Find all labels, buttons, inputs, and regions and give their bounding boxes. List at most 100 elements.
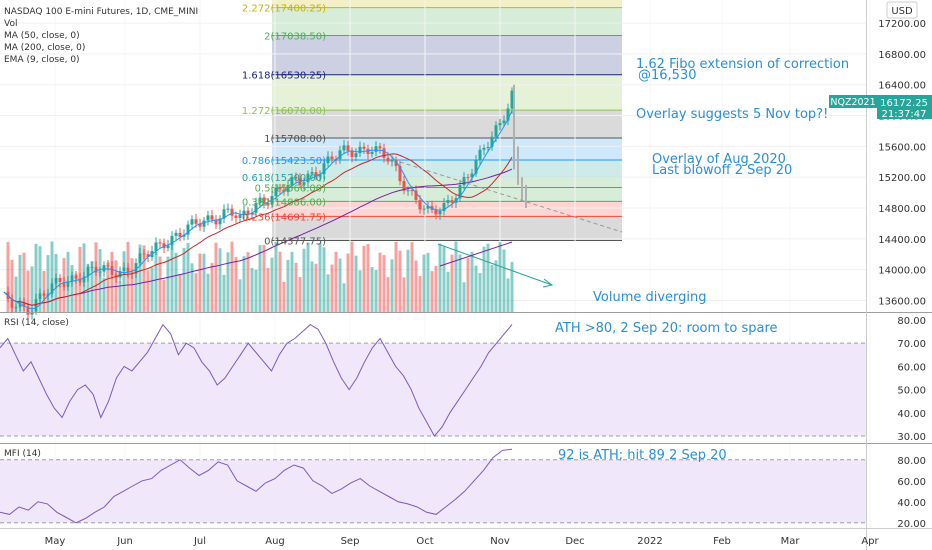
volume-bar — [490, 264, 494, 312]
fib-zones — [272, 0, 622, 242]
candle-body — [330, 156, 334, 160]
currency-button[interactable] — [886, 1, 918, 19]
candle-body — [274, 187, 278, 197]
volume-bar — [310, 261, 314, 312]
candle-body — [434, 209, 438, 215]
candle-body — [294, 176, 298, 179]
candle-body — [162, 243, 166, 249]
candle-body — [66, 281, 70, 287]
price-tick-label: 16800.00 — [878, 50, 926, 61]
last-price-badge[interactable] — [877, 95, 932, 119]
volume-bar — [118, 281, 122, 312]
mfi-levels — [0, 459, 866, 524]
symbol-title[interactable]: NASDAQ 100 E-mini Futures, 1D, CME_MINI — [4, 7, 198, 17]
candle-body — [506, 108, 510, 121]
dashed-trendline — [399, 161, 623, 233]
volume-bar — [138, 244, 142, 312]
candle-body — [134, 263, 138, 274]
mfi-line — [0, 448, 513, 524]
price-tick-label: 13600.00 — [878, 296, 926, 307]
annotation-fibo-value[interactable]: @16,530 — [638, 68, 697, 83]
volume-bar — [406, 249, 410, 312]
volume-bar — [370, 267, 374, 312]
volume-bar — [290, 251, 294, 312]
candle-body — [422, 208, 426, 210]
volume-bar — [274, 241, 278, 312]
candle-body — [74, 275, 78, 279]
volume-bar — [162, 279, 166, 312]
fib-zone — [272, 74, 622, 111]
volume-bar — [86, 264, 90, 312]
volume-bar — [326, 274, 330, 312]
candle-body — [306, 173, 310, 183]
candle-body — [218, 218, 222, 225]
candle-body — [110, 266, 114, 275]
volume-bar — [178, 274, 182, 312]
volume-bar — [318, 243, 322, 312]
candle-body — [414, 190, 418, 201]
candle-body — [310, 172, 314, 174]
volume-bar — [442, 246, 446, 312]
volume-bar — [334, 251, 338, 312]
annotation-last-blowoff[interactable]: Last blowoff 2 Sep 20 — [652, 163, 792, 178]
indicator-tick-label: 40.00 — [897, 409, 926, 420]
fib-level-label: 1.272(16070.00) — [242, 106, 326, 117]
indicator-ma200[interactable]: MA (200, close, 0) — [4, 43, 85, 53]
mfi-axis[interactable]: 80.00 60.00 40.00 20.00 — [897, 456, 926, 530]
volume-bar — [222, 274, 226, 312]
volume-bar — [498, 242, 502, 312]
rsi-line — [0, 323, 513, 437]
volume-bar — [418, 275, 422, 312]
indicator-vol[interactable]: Vol — [4, 19, 17, 29]
volume-bar — [198, 253, 202, 312]
candle-body — [78, 278, 82, 283]
volume-bar — [142, 245, 146, 312]
volume-bar — [134, 267, 138, 312]
candle-body — [174, 232, 178, 236]
candle-body — [242, 210, 246, 215]
rsi-title[interactable]: RSI (14, close) — [4, 318, 69, 328]
annotation-overlay-top[interactable]: Overlay suggests 5 Nov top?! — [636, 107, 828, 122]
volume-bar — [394, 241, 398, 312]
fib-zone — [272, 35, 622, 75]
annotation-mfi[interactable]: 92 is ATH; hit 89 2 Sep 20 — [558, 448, 727, 463]
volume-bar — [206, 273, 210, 312]
volume-bar — [330, 264, 334, 312]
volume-bar — [346, 253, 350, 312]
volume-bar — [174, 252, 178, 312]
time-axis[interactable]: May Jun Jul Aug Sep Oct Nov Dec 2022 Feb Mar Apr — [45, 536, 880, 547]
fib-level-labels: 2.272(17400.25) 2(17038.50) 1.618(16530.25… — [242, 4, 326, 248]
time-tick-label: Mar — [781, 536, 801, 547]
volume-bar — [458, 254, 462, 312]
rsi-levels — [0, 342, 866, 437]
indicator-ma50[interactable]: MA (50, close, 0) — [4, 31, 80, 41]
candle-body — [358, 146, 362, 154]
candle-body — [54, 277, 58, 284]
annotation-fibo-extension[interactable]: 1.62 Fibo extension of correction — [636, 57, 849, 72]
candle-body — [246, 210, 250, 215]
candle-body — [326, 156, 330, 164]
price-tick-label: 14800.00 — [878, 204, 926, 215]
ticker-symbol-badge[interactable] — [829, 95, 877, 108]
volume-bar — [18, 254, 22, 312]
mfi-title[interactable]: MFI (14) — [4, 449, 41, 459]
candle-body — [146, 254, 150, 257]
rsi-axis[interactable]: 80.00 70.00 60.00 50.00 40.00 30.00 — [897, 316, 926, 443]
candle-body — [94, 266, 98, 273]
fib-zone — [272, 0, 622, 8]
candle-body — [350, 150, 354, 157]
price-axis[interactable]: 17200.0016800.0016400.0016000.0015600.00… — [878, 19, 926, 307]
candle-body — [450, 200, 454, 203]
volume-bar — [378, 252, 382, 312]
indicator-ema9[interactable]: EMA (9, close, 0) — [4, 55, 80, 65]
annotation-rsi[interactable]: ATH >80, 2 Sep 20: room to spare — [555, 321, 778, 336]
candle-body — [398, 165, 402, 182]
candle-body — [222, 209, 226, 219]
volume-bar — [186, 242, 190, 312]
candle-body — [230, 208, 234, 216]
annotation-volume[interactable]: Volume diverging — [593, 290, 707, 305]
candle-body — [442, 203, 446, 211]
annotation-overlay-aug[interactable]: Overlay of Aug 2020 — [652, 152, 786, 167]
volume-bar — [398, 250, 402, 312]
